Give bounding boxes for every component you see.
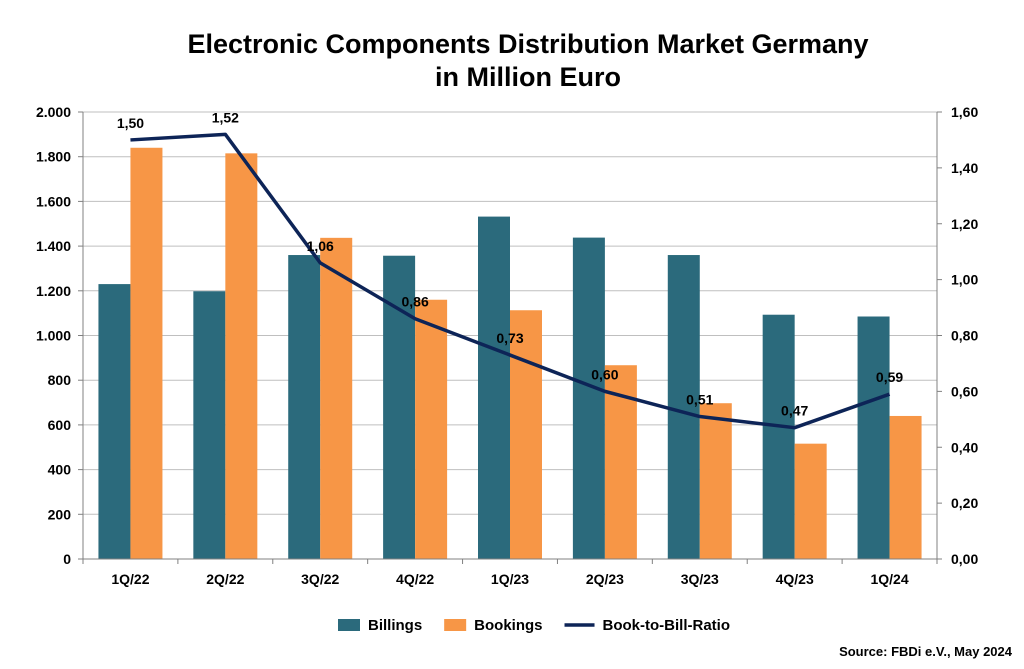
- legend-swatch-bookings: [444, 619, 467, 631]
- data-label-book-to-bill: 1,52: [212, 109, 239, 125]
- x-tick-label: 4Q/22: [396, 571, 434, 587]
- y-right-tick-label: 1,60: [951, 104, 978, 120]
- y-left-tick-label: 200: [48, 506, 72, 522]
- bar-bookings: [320, 237, 353, 559]
- y-left-tick-label: 0: [63, 551, 71, 567]
- bar-billings: [98, 284, 131, 559]
- y-left-tick-label: 800: [48, 372, 72, 388]
- x-tick-label: 1Q/22: [111, 571, 149, 587]
- chart-title-line1: Electronic Components Distribution Marke…: [187, 29, 869, 59]
- y-right-tick-label: 0,40: [951, 439, 978, 455]
- x-tick-label: 4Q/23: [776, 571, 814, 587]
- bar-billings: [667, 255, 700, 560]
- bar-billings: [288, 255, 321, 560]
- x-tick-label: 3Q/23: [681, 571, 719, 587]
- y-right-tick-label: 0,80: [951, 328, 978, 344]
- data-label-book-to-bill: 0,86: [401, 294, 428, 310]
- legend-swatch-billings: [338, 619, 360, 631]
- legend-label: Bookings: [474, 617, 542, 634]
- bar-bookings: [225, 153, 258, 559]
- chart-title-line2: in Million Euro: [435, 62, 621, 92]
- bar-bookings: [415, 299, 448, 559]
- bar-billings: [478, 216, 510, 559]
- y-left-tick-label: 1.000: [36, 328, 71, 344]
- bar-bookings: [510, 310, 542, 559]
- bar-billings: [762, 314, 795, 559]
- y-left-tick-label: 600: [48, 417, 72, 433]
- bar-billings: [572, 237, 605, 559]
- line-book-to-bill-ratio: [130, 132, 891, 430]
- y-right-tick-label: 0,60: [951, 383, 978, 399]
- y-right-tick-label: 1,00: [951, 272, 978, 288]
- legend-label: Book-to-Bill-Ratio: [603, 617, 730, 634]
- data-label-book-to-bill: 1,50: [117, 115, 144, 131]
- bar-billings: [383, 255, 416, 559]
- data-label-book-to-bill: 1,06: [307, 238, 334, 254]
- y-left-tick-label: 1.200: [36, 283, 71, 299]
- y-right-tick-label: 0,20: [951, 495, 978, 511]
- bar-billings: [193, 291, 226, 559]
- y-left-tick-label: 1.400: [36, 238, 71, 254]
- legend-label: Billings: [368, 617, 422, 634]
- bar-bookings: [794, 443, 827, 559]
- x-tick-label: 2Q/22: [206, 571, 244, 587]
- y-left-tick-label: 1.600: [36, 193, 71, 209]
- bar-billings: [857, 316, 890, 559]
- y-left-tick-label: 1.800: [36, 149, 71, 165]
- data-label-book-to-bill: 0,47: [781, 403, 808, 419]
- data-label-book-to-bill: 0,73: [496, 330, 523, 346]
- y-right-tick-label: 0,00: [951, 551, 978, 567]
- source-note: Source: FBDi e.V., May 2024: [839, 644, 1012, 659]
- y-right-tick-label: 1,40: [951, 160, 978, 176]
- bar-bookings: [699, 403, 732, 559]
- x-tick-label: 1Q/23: [491, 571, 529, 587]
- x-tick-label: 3Q/22: [301, 571, 339, 587]
- bar-bookings: [889, 415, 922, 559]
- bar-bookings: [130, 147, 163, 559]
- x-tick-label: 1Q/24: [870, 571, 908, 587]
- y-left-tick-label: 400: [48, 462, 72, 478]
- data-label-book-to-bill: 0,59: [876, 369, 903, 385]
- data-label-book-to-bill: 0,51: [686, 392, 713, 408]
- chart-title: Electronic Components Distribution Marke…: [0, 28, 1024, 94]
- data-label-book-to-bill: 0,60: [591, 366, 618, 382]
- x-tick-label: 2Q/23: [586, 571, 624, 587]
- y-right-tick-label: 1,20: [951, 216, 978, 232]
- y-left-tick-label: 2.000: [36, 104, 71, 120]
